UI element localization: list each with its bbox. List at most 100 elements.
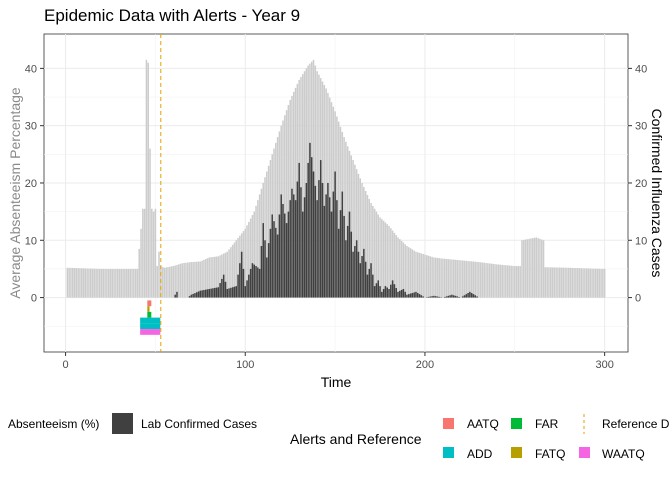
lab-confirmed-bar [372, 274, 374, 298]
absenteeism-bar [427, 255, 430, 298]
absenteeism-bar [409, 248, 412, 298]
alert-tile-aatq [149, 300, 152, 307]
lab-confirmed-bar [273, 221, 275, 298]
lab-confirmed-bar [267, 243, 270, 298]
lab-confirmed-bar [237, 274, 239, 298]
absenteeism-bar [102, 268, 105, 298]
alert-tile-add [158, 323, 161, 330]
absenteeism-bar [134, 268, 137, 298]
absenteeism-bar [566, 267, 568, 298]
alert-tile-add [150, 323, 154, 330]
lab-confirmed-bar [303, 197, 306, 298]
lab-confirmed-bar [300, 187, 302, 298]
absenteeism-bar [303, 71, 306, 298]
alert-tile-waatq [149, 329, 152, 335]
absenteeism-bar [575, 268, 577, 298]
lab-confirmed-bar [393, 284, 396, 298]
absenteeism-bar [91, 268, 94, 298]
lab-confirmed-bar [253, 264, 256, 298]
lab-confirmed-bar [215, 287, 218, 298]
lab-confirmed-bar [240, 251, 243, 298]
lab-confirmed-bar [451, 294, 453, 298]
absenteeism-bar [116, 268, 119, 298]
alert-tile-aatq [147, 300, 150, 307]
lab-confirmed-bar [348, 211, 351, 298]
absenteeism-bar [158, 251, 160, 298]
absenteeism-bar [436, 257, 439, 298]
absenteeism-bar [183, 262, 185, 298]
absenteeism-bar [469, 261, 471, 298]
absenteeism-bar [154, 208, 157, 298]
absenteeism-bar [501, 264, 503, 298]
y-left-tick-label: 0 [31, 293, 37, 305]
absenteeism-bar [476, 261, 478, 298]
y-right-tick-label: 0 [635, 293, 641, 305]
absenteeism-bar [505, 265, 507, 298]
legend-key-waatq [579, 447, 590, 458]
y-right-tick-label: 20 [635, 178, 647, 190]
absenteeism-bar [381, 219, 383, 298]
absenteeism-bar [197, 261, 200, 298]
absenteeism-bar [589, 268, 592, 298]
lab-confirmed-bar [404, 291, 406, 298]
absenteeism-bar [95, 268, 97, 298]
lab-confirmed-bar [298, 162, 300, 298]
absenteeism-bar [267, 165, 270, 298]
lab-confirmed-bar [210, 288, 212, 298]
legend-label-fatq: FATQ [535, 447, 565, 461]
alert-tile-add [158, 317, 161, 324]
absenteeism-bar [465, 260, 468, 298]
absenteeism-bar [152, 211, 155, 298]
absenteeism-bar [176, 264, 178, 298]
lab-confirmed-bar [345, 240, 347, 298]
absenteeism-bar [179, 263, 182, 298]
absenteeism-bar [449, 259, 451, 298]
absenteeism-bar [88, 268, 90, 298]
lab-confirmed-bar [431, 296, 433, 298]
absenteeism-bar [212, 257, 214, 298]
absenteeism-bar [463, 260, 466, 298]
absenteeism-bar [190, 262, 193, 298]
absenteeism-bar [580, 268, 583, 298]
absenteeism-bar [115, 268, 117, 298]
alert-tile-waatq [158, 329, 161, 335]
absenteeism-bar [210, 257, 212, 298]
lab-confirmed-bar [330, 211, 333, 298]
absenteeism-bar [257, 200, 259, 298]
absenteeism-bar [375, 211, 378, 298]
absenteeism-bar [517, 266, 520, 298]
absenteeism-bar [204, 259, 207, 298]
lab-confirmed-bar [411, 292, 414, 298]
absenteeism-bar [314, 65, 317, 298]
absenteeism-bar [246, 225, 248, 298]
alert-tile-add [152, 323, 155, 330]
absenteeism-bar [165, 267, 167, 298]
absenteeism-bar [163, 267, 166, 298]
absenteeism-bar [106, 268, 108, 298]
absenteeism-bar [420, 253, 423, 298]
lab-confirmed-bar [289, 200, 291, 298]
absenteeism-bar [221, 254, 223, 298]
absenteeism-bar [510, 265, 512, 298]
lab-confirmed-bar [257, 267, 259, 298]
legend-key-aatq [443, 418, 454, 429]
lab-confirmed-bar [434, 296, 437, 298]
absenteeism-bar [408, 247, 410, 298]
absenteeism-bar [337, 121, 340, 298]
absenteeism-bar [474, 261, 477, 298]
absenteeism-bar [109, 268, 112, 298]
lab-confirmed-bar [230, 287, 232, 298]
absenteeism-bar [422, 254, 424, 298]
absenteeism-bar [82, 268, 85, 298]
absenteeism-bar [546, 267, 548, 298]
absenteeism-bar [585, 268, 588, 298]
alert-tile-add [141, 317, 145, 324]
absenteeism-bar [503, 265, 505, 298]
absenteeism-bar [122, 268, 124, 298]
alert-tile-add [149, 317, 152, 324]
alert-tile-waatq [145, 329, 148, 335]
absenteeism-bar [587, 268, 590, 298]
absenteeism-bar [364, 190, 367, 298]
lab-confirmed-bar [377, 280, 379, 298]
absenteeism-bar [138, 248, 141, 298]
